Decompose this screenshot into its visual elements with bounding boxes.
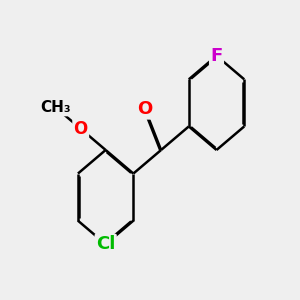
Text: Cl: Cl <box>96 235 115 253</box>
Text: F: F <box>210 47 223 65</box>
Text: CH₃: CH₃ <box>40 100 71 115</box>
Text: O: O <box>137 100 153 118</box>
Text: O: O <box>74 120 88 138</box>
